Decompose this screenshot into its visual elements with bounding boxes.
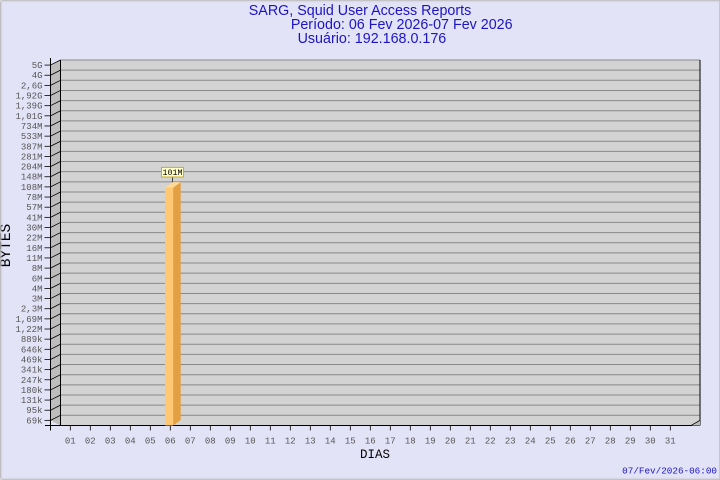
svg-text:05: 05 [145, 437, 156, 447]
svg-text:16: 16 [365, 437, 376, 447]
svg-text:469k: 469k [21, 355, 43, 365]
svg-text:5G: 5G [32, 61, 43, 71]
svg-text:889k: 889k [21, 335, 43, 345]
svg-text:31: 31 [665, 437, 676, 447]
svg-text:95k: 95k [26, 406, 42, 416]
svg-text:41M: 41M [26, 213, 42, 223]
svg-text:646k: 646k [21, 345, 43, 355]
svg-text:19: 19 [425, 437, 436, 447]
svg-text:27: 27 [585, 437, 596, 447]
svg-text:78M: 78M [26, 193, 42, 203]
svg-text:1,92G: 1,92G [15, 92, 42, 102]
svg-text:1,01G: 1,01G [15, 112, 42, 122]
svg-text:108M: 108M [21, 183, 43, 193]
svg-text:14: 14 [325, 437, 336, 447]
svg-text:03: 03 [105, 437, 116, 447]
svg-text:12: 12 [285, 437, 296, 447]
svg-text:4M: 4M [32, 284, 43, 294]
svg-text:11M: 11M [26, 254, 42, 264]
svg-text:69k: 69k [26, 416, 42, 426]
svg-text:23: 23 [505, 437, 516, 447]
svg-text:30: 30 [645, 437, 656, 447]
svg-text:DIAS: DIAS [360, 448, 390, 462]
svg-text:180k: 180k [21, 386, 43, 396]
svg-text:26: 26 [565, 437, 576, 447]
svg-text:4G: 4G [32, 71, 43, 81]
svg-text:17: 17 [385, 437, 396, 447]
svg-text:1,69M: 1,69M [15, 315, 42, 325]
svg-text:04: 04 [125, 437, 136, 447]
svg-text:1,22M: 1,22M [15, 325, 42, 335]
svg-text:28: 28 [605, 437, 616, 447]
svg-text:11: 11 [265, 437, 276, 447]
svg-text:29: 29 [625, 437, 636, 447]
svg-text:533M: 533M [21, 132, 43, 142]
svg-text:387M: 387M [21, 142, 43, 152]
svg-text:01: 01 [65, 437, 76, 447]
svg-text:2,6G: 2,6G [21, 81, 43, 91]
svg-text:734M: 734M [21, 122, 43, 132]
svg-text:25: 25 [545, 437, 556, 447]
svg-text:02: 02 [85, 437, 96, 447]
svg-text:3M: 3M [32, 295, 43, 305]
svg-text:08: 08 [205, 437, 216, 447]
svg-text:2,3M: 2,3M [21, 305, 43, 315]
svg-text:18: 18 [405, 437, 416, 447]
svg-text:341k: 341k [21, 366, 43, 376]
svg-text:204M: 204M [21, 163, 43, 173]
svg-text:06: 06 [165, 437, 176, 447]
svg-text:13: 13 [305, 437, 316, 447]
svg-text:30M: 30M [26, 223, 42, 233]
svg-text:57M: 57M [26, 203, 42, 213]
svg-text:131k: 131k [21, 396, 43, 406]
svg-text:22: 22 [485, 437, 496, 447]
svg-text:247k: 247k [21, 376, 43, 386]
svg-text:16M: 16M [26, 244, 42, 254]
svg-text:6M: 6M [32, 274, 43, 284]
svg-text:20: 20 [445, 437, 456, 447]
svg-text:21: 21 [465, 437, 476, 447]
svg-text:BYTES: BYTES [0, 224, 15, 268]
svg-text:15: 15 [345, 437, 356, 447]
svg-text:148M: 148M [21, 173, 43, 183]
svg-text:22M: 22M [26, 234, 42, 244]
svg-text:10: 10 [245, 437, 256, 447]
svg-text:281M: 281M [21, 152, 43, 162]
svg-text:24: 24 [525, 437, 536, 447]
svg-text:07/Fev/2026-06:00: 07/Fev/2026-06:00 [622, 466, 717, 477]
svg-text:8M: 8M [32, 264, 43, 274]
svg-text:1,39G: 1,39G [15, 102, 42, 112]
svg-text:07: 07 [185, 437, 196, 447]
svg-text:101M: 101M [163, 169, 183, 178]
svg-text:09: 09 [225, 437, 236, 447]
